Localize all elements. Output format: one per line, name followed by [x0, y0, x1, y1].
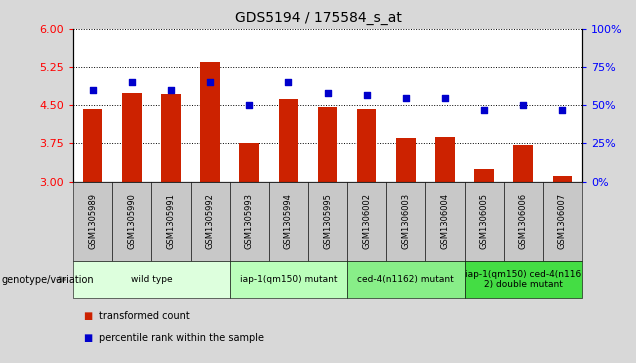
Text: iap-1(qm150) ced-4(n116
2) double mutant: iap-1(qm150) ced-4(n116 2) double mutant	[465, 270, 581, 289]
Bar	[161, 94, 181, 182]
Bar	[513, 145, 533, 182]
Text: GSM1305992: GSM1305992	[205, 193, 214, 249]
Text: GSM1306006: GSM1306006	[519, 193, 528, 249]
Point	[440, 95, 450, 101]
Text: GSM1306004: GSM1306004	[441, 193, 450, 249]
Text: GSM1305991: GSM1305991	[167, 193, 176, 249]
Bar	[240, 143, 259, 182]
Point	[401, 95, 411, 101]
Text: GSM1305993: GSM1305993	[245, 193, 254, 249]
Point	[283, 79, 293, 85]
Bar	[357, 109, 377, 182]
Text: GDS5194 / 175584_s_at: GDS5194 / 175584_s_at	[235, 11, 401, 25]
Point	[322, 90, 333, 96]
Text: GSM1306002: GSM1306002	[362, 193, 371, 249]
Bar	[122, 93, 142, 182]
Text: percentile rank within the sample: percentile rank within the sample	[99, 333, 263, 343]
Bar	[83, 109, 102, 182]
Text: GSM1306007: GSM1306007	[558, 193, 567, 249]
Text: genotype/variation: genotype/variation	[1, 274, 94, 285]
Point	[166, 87, 176, 93]
Bar	[279, 99, 298, 182]
Point	[244, 102, 254, 108]
Point	[127, 79, 137, 85]
Bar	[435, 137, 455, 182]
Text: ced-4(n1162) mutant: ced-4(n1162) mutant	[357, 275, 454, 284]
Text: GSM1305995: GSM1305995	[323, 193, 332, 249]
Text: GSM1306005: GSM1306005	[480, 193, 488, 249]
Text: iap-1(qm150) mutant: iap-1(qm150) mutant	[240, 275, 337, 284]
Bar	[474, 169, 494, 182]
Point	[518, 102, 529, 108]
Text: ■: ■	[83, 311, 92, 321]
Text: wild type: wild type	[130, 275, 172, 284]
Bar	[200, 62, 220, 182]
Text: GSM1305994: GSM1305994	[284, 193, 293, 249]
Text: GSM1305990: GSM1305990	[127, 193, 136, 249]
Point	[205, 79, 215, 85]
Text: ■: ■	[83, 333, 92, 343]
Text: transformed count: transformed count	[99, 311, 190, 321]
Bar	[396, 138, 415, 182]
Text: GSM1306003: GSM1306003	[401, 193, 410, 249]
Bar	[553, 176, 572, 182]
Point	[362, 92, 372, 98]
Bar	[318, 107, 337, 182]
Point	[557, 107, 567, 113]
Text: GSM1305989: GSM1305989	[88, 193, 97, 249]
Point	[88, 87, 98, 93]
Point	[479, 107, 489, 113]
